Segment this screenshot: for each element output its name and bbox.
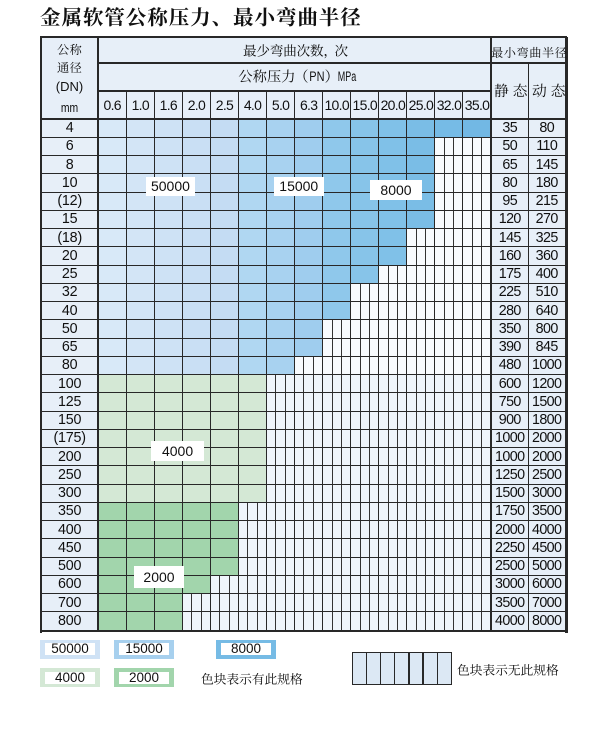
svg-text:MPa: MPa (338, 69, 357, 84)
svg-text:PN: PN (309, 69, 324, 84)
